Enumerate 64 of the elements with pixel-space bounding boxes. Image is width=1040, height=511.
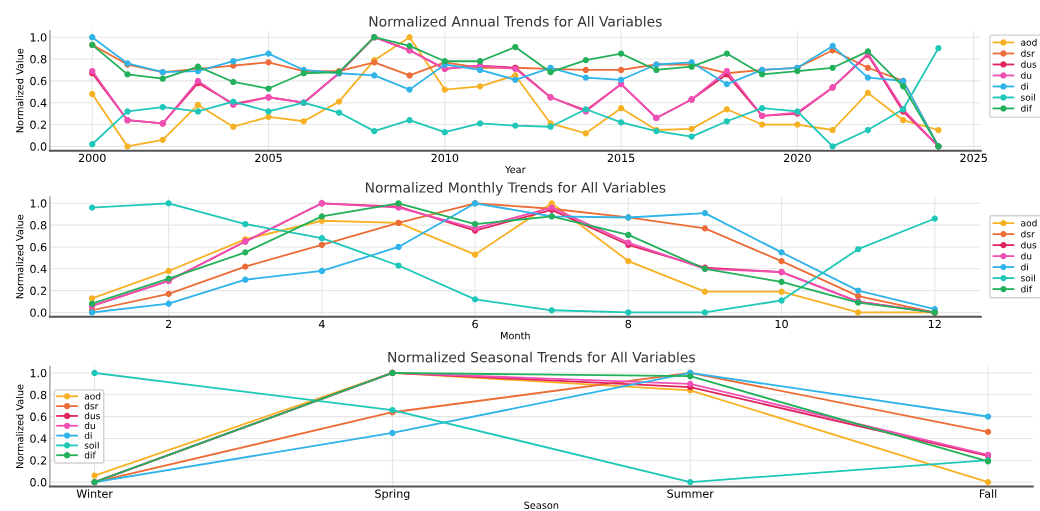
x-tick-label: 2005 <box>255 153 282 163</box>
x-tick-label: 2015 <box>607 153 635 163</box>
y-tick-label: 1.0 <box>30 368 47 378</box>
y-tick-label: 0.0 <box>30 142 47 151</box>
legend-label: du <box>84 422 95 430</box>
y-axis-title: Normalized Value <box>15 384 24 468</box>
legend-label: dif <box>1021 104 1033 112</box>
legend-label: dsr <box>1021 230 1035 238</box>
legend-label: dus <box>1021 60 1037 68</box>
x-tick-label: Summer <box>667 489 714 498</box>
y-tick-label: 0.6 <box>30 76 47 86</box>
x-tick-label: 4 <box>318 319 325 329</box>
legend-label: soil <box>1021 93 1035 101</box>
legend-label: soil <box>84 441 99 449</box>
x-axis-title: Season <box>524 501 559 509</box>
x-tick-label: 2025 <box>960 153 987 163</box>
y-axis-title: Normalized Value <box>15 48 24 133</box>
legend-label: di <box>1021 263 1028 271</box>
legend-label: dsr <box>1021 49 1035 57</box>
legend-label: soil <box>1021 274 1035 282</box>
x-tick-label: 2000 <box>78 153 106 163</box>
x-tick-label: 2010 <box>431 153 459 163</box>
y-tick-label: 0.4 <box>30 434 47 443</box>
x-tick-label: Spring <box>375 489 410 500</box>
x-tick-label: Fall <box>979 489 997 498</box>
y-tick-label: 0.8 <box>30 55 47 64</box>
y-tick-label: 0.0 <box>30 478 47 487</box>
legend-label: dif <box>1021 285 1033 293</box>
y-tick-label: 0.2 <box>30 286 47 295</box>
x-tick-label: 2020 <box>784 153 811 163</box>
y-tick-label: 0.0 <box>30 308 47 317</box>
legend-label: aod <box>1021 38 1037 46</box>
y-tick-label: 0.2 <box>30 120 47 129</box>
y-tick-label: 1.0 <box>30 199 47 208</box>
x-tick-label: 6 <box>472 319 478 329</box>
chart-title: Normalized Seasonal Trends for All Variables <box>388 351 695 363</box>
legend-label: aod <box>84 392 101 400</box>
legend-label: di <box>84 431 92 439</box>
x-axis-title: Year <box>505 165 526 174</box>
y-tick-label: 1.0 <box>30 33 47 42</box>
y-tick-label: 0.8 <box>30 390 47 400</box>
legend-label: du <box>1021 71 1032 79</box>
legend-label: dsr <box>84 402 99 410</box>
legend-label: dus <box>1021 241 1037 249</box>
x-axis-title: Month <box>501 331 530 340</box>
legend-label: aod <box>1021 219 1037 227</box>
y-tick-label: 0.2 <box>30 456 47 465</box>
x-tick-label: Winter <box>76 489 113 498</box>
y-tick-label: 0.4 <box>30 98 47 108</box>
x-tick-label: 10 <box>775 319 788 329</box>
y-axis-title: Normalized Value <box>15 214 24 299</box>
y-tick-label: 0.6 <box>30 412 47 421</box>
chart-title: Normalized Monthly Trends for All Variables <box>365 182 666 196</box>
x-tick-label: 2 <box>165 319 172 329</box>
x-tick-label: 12 <box>928 319 941 329</box>
y-tick-label: 0.4 <box>30 264 47 274</box>
chart-title: Normalized Annual Trends for All Variables <box>369 15 662 27</box>
y-tick-label: 0.8 <box>30 221 47 230</box>
y-tick-label: 0.6 <box>30 242 47 252</box>
legend-label: dus <box>84 412 100 420</box>
legend-label: di <box>1021 82 1028 90</box>
legend-label: du <box>1021 252 1032 260</box>
x-tick-label: 8 <box>625 319 632 329</box>
legend-label: dif <box>84 451 96 459</box>
